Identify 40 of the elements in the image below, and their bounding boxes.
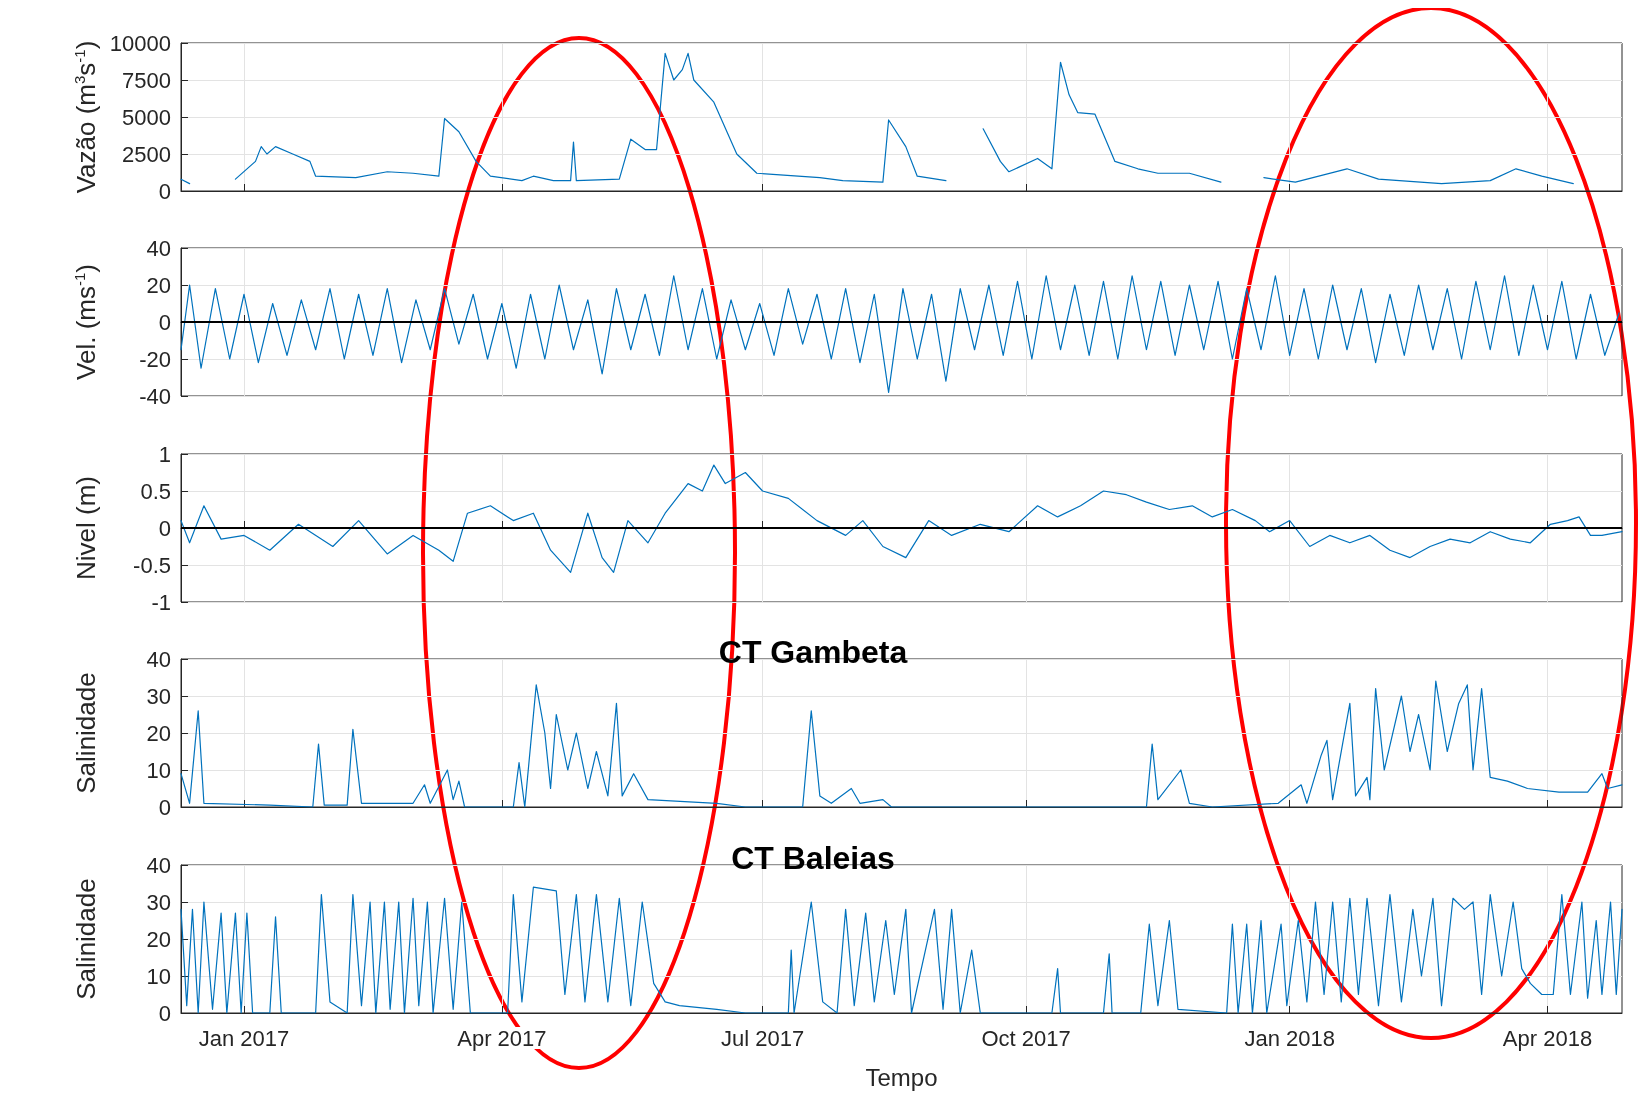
y-axis-title: Vazão (m3s-1): [70, 40, 101, 194]
x-tick-label: Apr 2018: [1502, 1025, 1593, 1051]
line-series: [180, 464, 1623, 573]
x-tick-label: Apr 2017: [457, 1025, 547, 1051]
y-tick-label: 5000: [122, 104, 171, 130]
x-tick-label: Jul 2017: [720, 1025, 805, 1051]
y-tick-label: 0.5: [140, 478, 171, 504]
y-tick-label: -1: [151, 589, 171, 615]
y-tick-label: 20: [146, 926, 171, 952]
y-tick-label: -0.5: [133, 552, 171, 578]
x-tick-label: Jan 2017: [198, 1025, 290, 1051]
y-tick-label: -20: [139, 346, 171, 372]
y-tick-label: 0: [158, 1000, 171, 1026]
y-tick-label: -40: [139, 383, 171, 409]
y-tick-label: 0: [158, 178, 171, 204]
y-tick-label: 20: [146, 272, 171, 298]
chart-title: CT Baleias: [731, 840, 895, 876]
y-axis-title: Nivel (m): [71, 476, 101, 580]
y-axis-title: Salinidade: [71, 878, 101, 1000]
y-tick-label: 30: [146, 683, 171, 709]
y-tick-label: 10000: [109, 30, 171, 56]
y-tick-label: 40: [146, 852, 171, 878]
line-series: [180, 275, 1620, 393]
y-axis-title: Salinidade: [71, 672, 101, 794]
y-tick-label: 40: [146, 235, 171, 261]
x-axis-title: Tempo: [865, 1063, 938, 1091]
y-tick-label: 1: [158, 441, 171, 467]
y-axis-title: Vel. (ms-1): [70, 264, 101, 380]
y-tick-label: 20: [146, 720, 171, 746]
y-tick-label: 40: [146, 646, 171, 672]
y-tick-label: 7500: [122, 67, 171, 93]
y-tick-label: 10: [146, 963, 171, 989]
y-tick-label: 30: [146, 889, 171, 915]
x-tick-label: Jan 2018: [1244, 1025, 1335, 1051]
y-tick-label: 0: [158, 794, 171, 820]
y-tick-label: 2500: [122, 141, 171, 167]
x-tick-label: Oct 2017: [981, 1025, 1071, 1051]
y-tick-label: 0: [158, 515, 171, 541]
y-tick-label: 0: [158, 309, 171, 335]
y-tick-label: 10: [146, 757, 171, 783]
